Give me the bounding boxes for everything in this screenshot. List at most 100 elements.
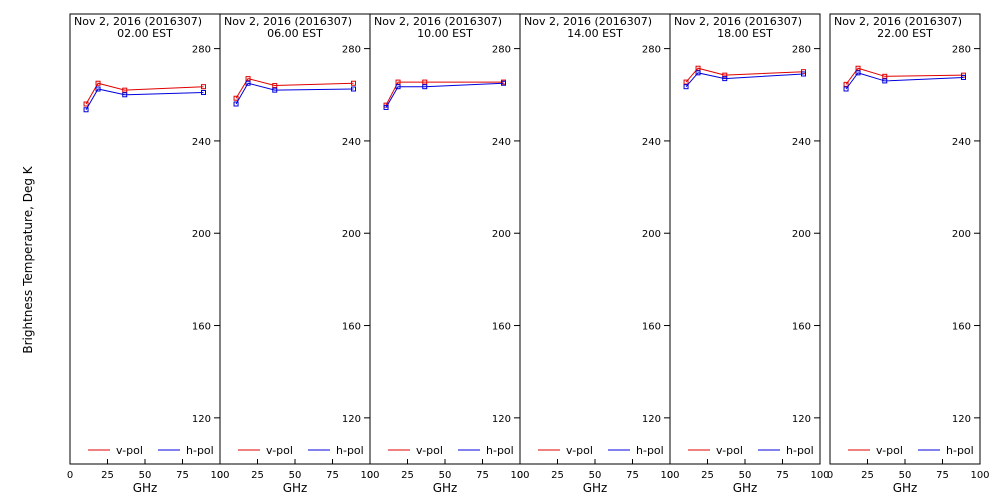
x-tick-label: 75 <box>326 470 339 481</box>
legend-label-v-pol: v-pol <box>416 444 443 457</box>
y-tick-label: 160 <box>792 322 811 333</box>
data-point-h-pol <box>855 70 861 76</box>
data-point-v-pol <box>83 101 89 107</box>
y-tick-label: 240 <box>342 137 361 148</box>
x-tick-label: 25 <box>551 470 564 481</box>
x-tick-label: 0 <box>517 470 523 481</box>
legend-label-h-pol: h-pol <box>486 444 514 457</box>
panel-time: 06.00 EST <box>267 27 323 40</box>
legend-label-v-pol: v-pol <box>566 444 593 457</box>
data-point-h-pol <box>882 78 888 84</box>
data-point-v-pol <box>843 81 849 87</box>
x-axis-label: GHz <box>733 481 758 495</box>
legend-label-v-pol: v-pol <box>876 444 903 457</box>
data-point-h-pol <box>722 76 728 82</box>
data-point-v-pol <box>272 83 278 89</box>
y-tick-label: 200 <box>342 229 361 240</box>
x-tick-label: 100 <box>970 470 989 481</box>
series-line-h-pol <box>235 82 354 105</box>
y-tick-label: 240 <box>642 137 661 148</box>
x-tick-label: 50 <box>289 470 302 481</box>
x-tick-label: 50 <box>739 470 752 481</box>
y-tick-label: 200 <box>192 229 211 240</box>
data-point-v-pol <box>201 84 206 90</box>
panel-date: Nov 2, 2016 (2016307) <box>834 15 962 28</box>
y-tick-label: 200 <box>642 229 661 240</box>
panel-time: 22.00 EST <box>877 27 933 40</box>
x-tick-label: 100 <box>210 470 229 481</box>
data-point-v-pol <box>855 65 861 71</box>
y-tick-label: 160 <box>952 322 971 333</box>
y-axis-label: Brightness Temperature, Deg K <box>21 165 35 353</box>
y-tick-label: 280 <box>642 45 661 56</box>
panel-time: 18.00 EST <box>717 27 773 40</box>
data-point-v-pol <box>245 76 251 82</box>
x-tick-label: 100 <box>510 470 529 481</box>
y-tick-label: 240 <box>952 137 971 148</box>
x-tick-label: 75 <box>626 470 639 481</box>
x-tick-label: 25 <box>401 470 414 481</box>
legend-label-h-pol: h-pol <box>786 444 814 457</box>
x-tick-label: 75 <box>476 470 489 481</box>
data-point-h-pol <box>395 84 401 90</box>
legend-label-v-pol: v-pol <box>116 444 143 457</box>
data-point-h-pol <box>961 74 966 80</box>
data-point-h-pol <box>245 80 251 86</box>
series-line-v-pol <box>85 82 204 105</box>
data-point-v-pol <box>95 80 101 86</box>
data-point-h-pol <box>501 80 506 86</box>
legend-label-h-pol: h-pol <box>946 444 974 457</box>
plot-frame <box>519 13 671 465</box>
x-tick-label: 100 <box>810 470 829 481</box>
data-point-h-pol <box>683 84 689 90</box>
y-tick-label: 240 <box>792 137 811 148</box>
series-line-h-pol <box>845 72 964 90</box>
x-tick-label: 75 <box>776 470 789 481</box>
series-line-v-pol <box>845 67 964 85</box>
panel-1: Nov 2, 2016 (2016307)02.00 EST 120 160 200 2… <box>67 13 230 495</box>
y-tick-label: 280 <box>952 45 971 56</box>
panel-time: 10.00 EST <box>417 27 473 40</box>
x-axis-label: GHz <box>433 481 458 495</box>
legend-label-h-pol: h-pol <box>636 444 664 457</box>
x-tick-label: 25 <box>251 470 264 481</box>
y-tick-label: 280 <box>492 45 511 56</box>
y-tick-label: 160 <box>492 322 511 333</box>
data-point-v-pol <box>122 87 128 93</box>
panel-2: Nov 2, 2016 (2016307)06.00 EST 120 160 200 2… <box>217 13 380 495</box>
x-tick-label: 75 <box>176 470 189 481</box>
panel-3: Nov 2, 2016 (2016307)10.00 EST 120 160 200 2… <box>367 13 530 495</box>
x-tick-label: 0 <box>217 470 223 481</box>
x-axis-label: GHz <box>283 481 308 495</box>
panels: Nov 2, 2016 (2016307)02.00 EST1201602002… <box>67 13 990 495</box>
x-tick-label: 50 <box>139 470 152 481</box>
series-line-h-pol <box>685 72 804 88</box>
series-line-v-pol <box>385 81 504 106</box>
data-point-h-pol <box>801 71 806 77</box>
data-point-h-pol <box>122 92 128 98</box>
data-point-h-pol <box>843 86 849 92</box>
y-tick-label: 280 <box>342 45 361 56</box>
y-tick-label: 160 <box>342 322 361 333</box>
panel-time: 14.00 EST <box>567 27 623 40</box>
x-tick-label: 50 <box>589 470 602 481</box>
y-tick-label: 120 <box>342 414 361 425</box>
plot-frame <box>669 13 821 465</box>
panel-date: Nov 2, 2016 (2016307) <box>524 15 652 28</box>
x-tick-label: 0 <box>667 470 673 481</box>
x-tick-label: 100 <box>660 470 679 481</box>
y-tick-label: 200 <box>952 229 971 240</box>
panel-date: Nov 2, 2016 (2016307) <box>674 15 802 28</box>
y-tick-label: 120 <box>492 414 511 425</box>
data-point-h-pol <box>83 107 89 113</box>
data-point-v-pol <box>683 79 689 85</box>
y-tick-label: 200 <box>492 229 511 240</box>
y-tick-label: 200 <box>792 229 811 240</box>
y-tick-label: 120 <box>792 414 811 425</box>
plot-frame <box>829 13 981 465</box>
x-tick-label: 25 <box>861 470 874 481</box>
x-tick-label: 25 <box>101 470 114 481</box>
x-axis-label: GHz <box>893 481 918 495</box>
